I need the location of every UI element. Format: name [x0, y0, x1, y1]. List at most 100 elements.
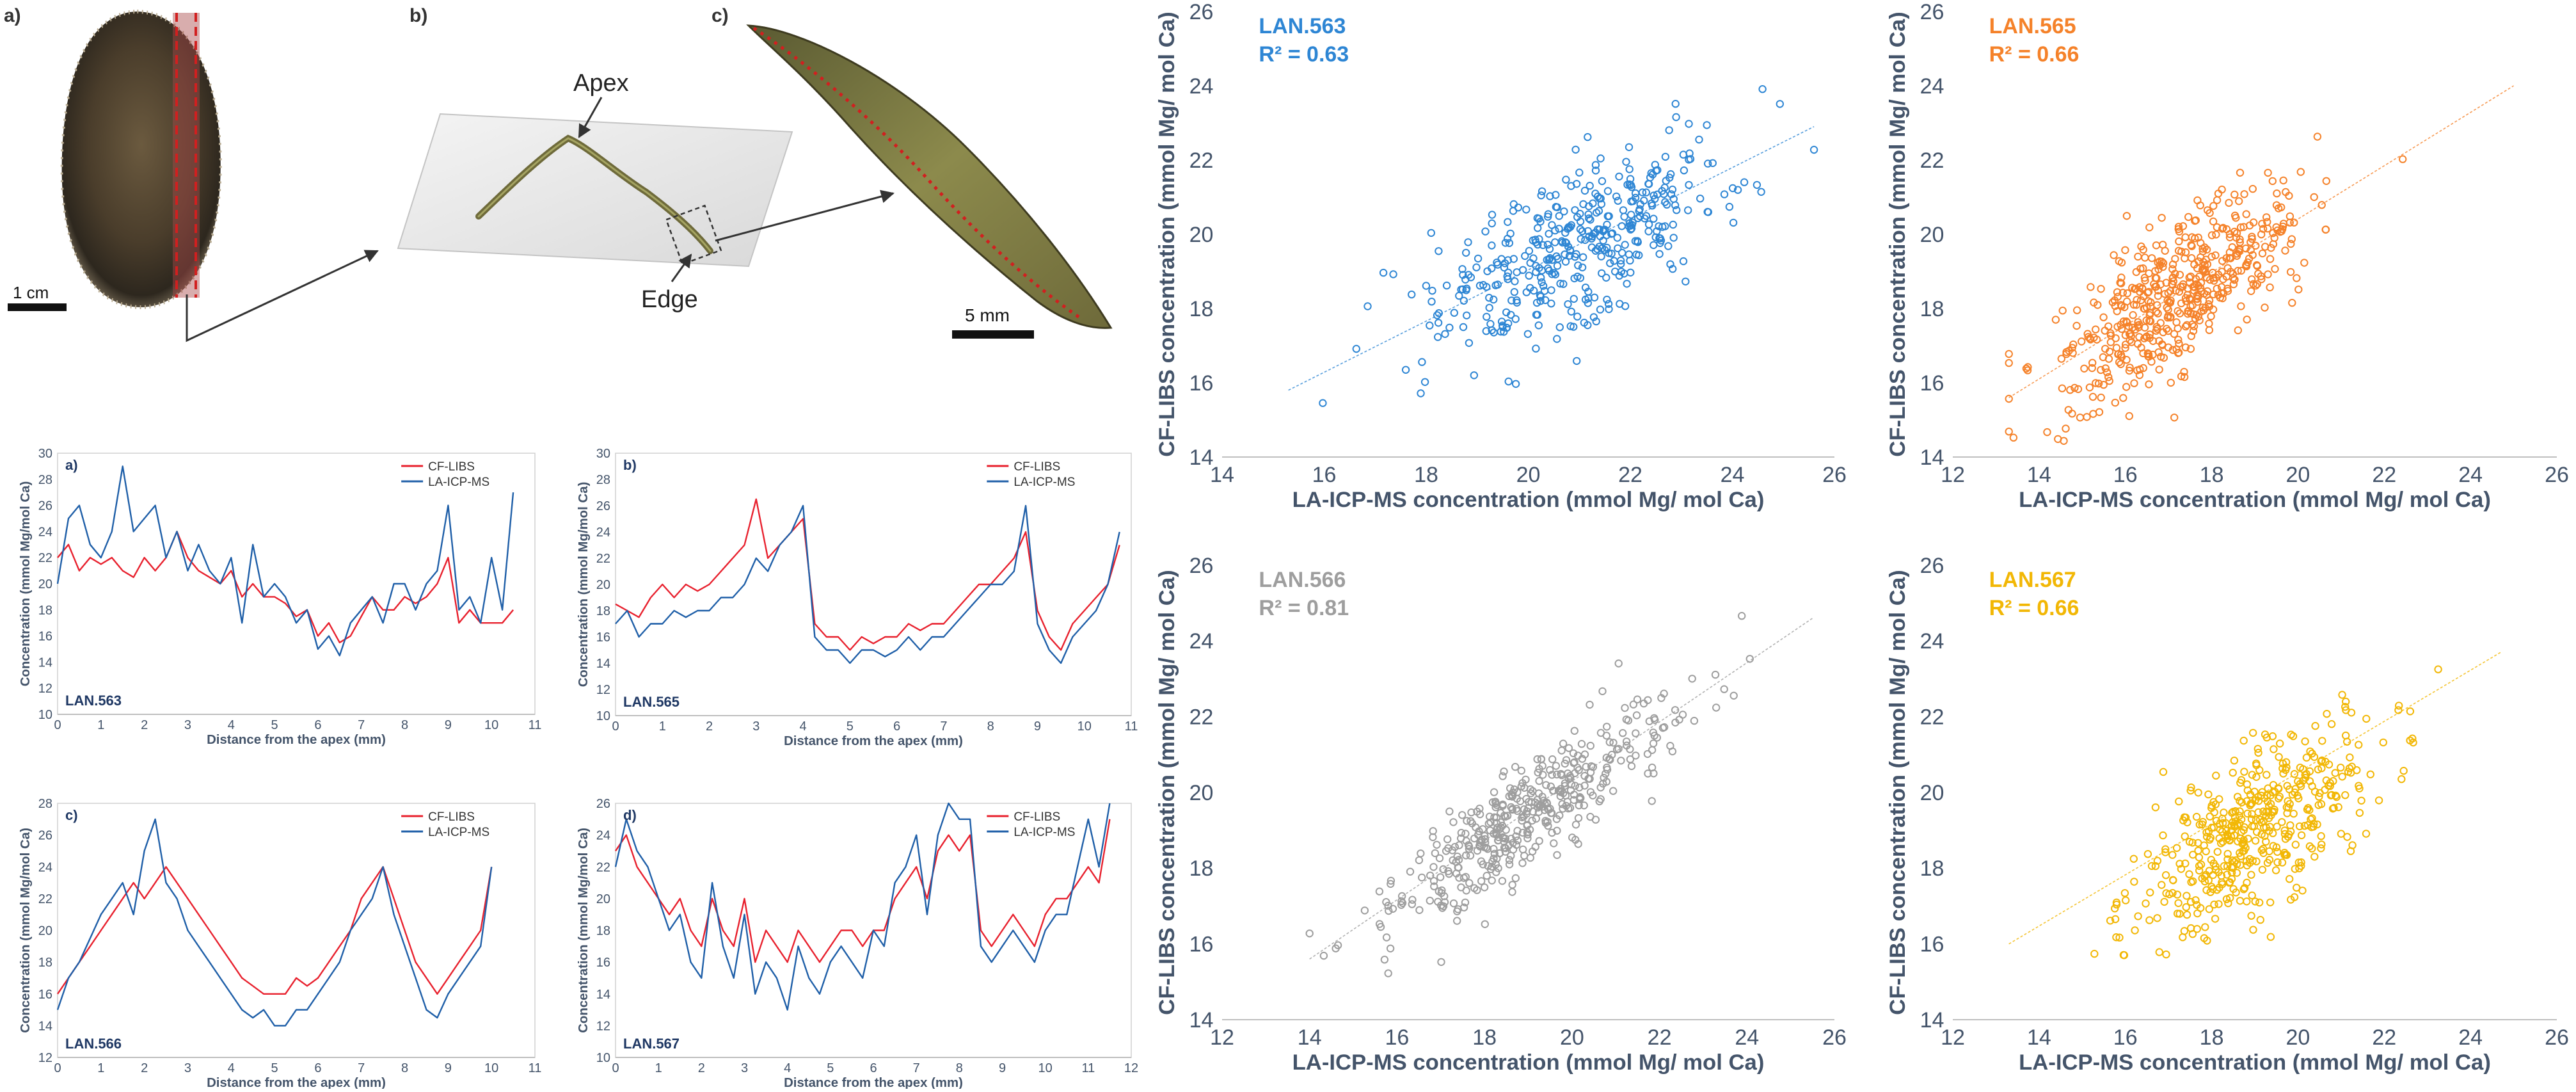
scatter-point — [2293, 791, 2302, 800]
scatter-point — [2217, 283, 2226, 291]
scatter-point — [1386, 944, 1395, 953]
scatter-point — [1596, 728, 1605, 737]
photo-c-label: c) — [712, 5, 729, 26]
scatter-point — [1573, 357, 1581, 365]
y-tick-label: 14 — [596, 657, 610, 671]
scatter-point — [2249, 280, 2257, 288]
limpet-shell-image — [60, 9, 222, 310]
scatter-point — [2210, 900, 2218, 909]
y-tick-label: 26 — [1920, 554, 1944, 578]
scatter-point — [1548, 270, 1556, 278]
x-tick-label: 26 — [1822, 1025, 1847, 1050]
x-tick-label: 4 — [784, 1061, 791, 1075]
scatter-point — [2195, 821, 2204, 829]
scatter-point — [2194, 282, 2203, 290]
scatter-point — [2207, 231, 2216, 239]
scatter-point — [2151, 803, 2160, 812]
scatter-point — [2210, 277, 2218, 285]
scatter-point — [1305, 929, 1314, 938]
scatter-point — [1387, 876, 1395, 885]
scatter-point — [1520, 812, 1528, 821]
y-tick-label: 24 — [1189, 74, 1214, 99]
scatter-point — [2065, 346, 2073, 355]
scatter-point — [1595, 194, 1603, 203]
scatter-point — [2284, 803, 2293, 812]
scatter-point — [2266, 283, 2274, 292]
scatter-point — [1548, 828, 1556, 837]
scatter-point — [1484, 819, 1493, 828]
x-tick-label: 11 — [1125, 719, 1138, 734]
scatter-point — [2288, 298, 2296, 307]
scatter-point — [2321, 785, 2329, 794]
scatter-point — [2084, 333, 2092, 341]
scatter-point — [1511, 380, 1520, 388]
scatter-point — [2262, 734, 2271, 742]
scatter-point — [1483, 872, 1491, 880]
scatter-point — [2323, 710, 2331, 718]
scatter-point — [2193, 294, 2201, 303]
scatter-point — [2179, 933, 2187, 942]
scatter-point — [2152, 241, 2161, 250]
scatter-point — [2127, 332, 2135, 341]
plot-area — [57, 803, 536, 1058]
scatter-point — [1571, 206, 1579, 214]
scatter-point — [2239, 885, 2248, 894]
scatter-point — [2182, 321, 2191, 329]
scatter-point — [1462, 286, 1470, 294]
scatter-point — [2248, 235, 2256, 243]
scatter-point — [1408, 900, 1417, 908]
scatter-point — [2266, 791, 2275, 799]
scatter-point — [2257, 272, 2265, 280]
arrow-b-to-c — [715, 189, 895, 242]
x-tick-label: 16 — [1385, 1025, 1410, 1050]
y-tick-label: 22 — [1189, 149, 1214, 173]
x-tick-label: 16 — [2113, 463, 2138, 487]
scatter-566: 12 14 16 18 20 22 24 2614161820222426LA-ICP-MS … — [1155, 554, 1847, 1075]
scatter-point — [1408, 290, 1416, 299]
scatter-point — [1511, 762, 1520, 771]
scatter-point — [1398, 892, 1406, 901]
scatter-point — [2074, 385, 2083, 394]
scatter-point — [1648, 797, 1656, 805]
x-tick-label: 1 — [655, 1061, 662, 1075]
scatter-point — [2297, 858, 2305, 867]
y-tick-label: 18 — [1189, 856, 1214, 881]
x-tick-label: 8 — [401, 1061, 408, 1075]
scatter-point — [2159, 831, 2167, 840]
scatter-point — [1458, 811, 1467, 819]
scatter-point — [1545, 230, 1553, 238]
scatter-point — [2140, 273, 2149, 282]
x-tick-label: 3 — [752, 719, 759, 734]
scatter-point — [2187, 241, 2195, 250]
y-tick-label: 26 — [38, 829, 52, 843]
scatter-point — [2188, 839, 2197, 847]
scatter-point — [2341, 703, 2349, 711]
scatter-point — [1555, 212, 1564, 220]
scatter-565: 12 14 16 18 20 22 24 2614161820222426LA-ICP-MS … — [1886, 0, 2569, 512]
scatter-point — [1499, 801, 1507, 810]
scatter-point — [1650, 714, 1658, 723]
scatter-point — [1553, 851, 1561, 860]
scatter-point — [1555, 225, 1563, 233]
scatter-point — [2099, 353, 2108, 362]
scatter-point — [2122, 212, 2131, 220]
scatter-point — [1475, 810, 1484, 819]
scatter-point — [1650, 769, 1658, 778]
y-tick-label: 12 — [38, 682, 52, 696]
panel-label: d) — [623, 807, 637, 823]
y-tick-label: 10 — [596, 709, 610, 723]
scatter-point — [2182, 910, 2191, 919]
y-axis-title: Concentration (mmol Mg/mol Ca) — [19, 828, 33, 1033]
scatter-point — [2245, 855, 2254, 863]
scatter-point — [2238, 847, 2247, 856]
scatter-point — [1429, 827, 1437, 835]
scatter-point — [2341, 791, 2349, 799]
scatter-point — [2166, 313, 2174, 322]
arrow-a-to-b — [186, 250, 379, 342]
scatter-point — [1561, 759, 1570, 768]
scatter-point — [1720, 190, 1729, 198]
scatter-point — [1453, 917, 1461, 925]
sample-label: LAN.563 — [1259, 14, 1346, 38]
scatter-point — [1552, 191, 1560, 199]
scatter-point — [1511, 874, 1520, 883]
